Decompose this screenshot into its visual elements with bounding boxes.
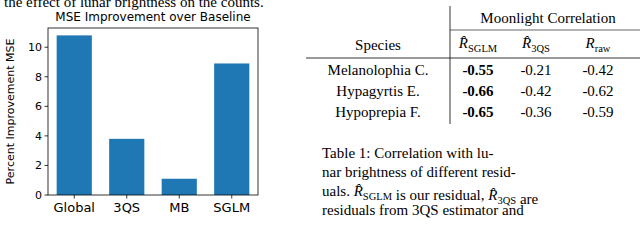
bar [162, 179, 197, 195]
y-tick [45, 135, 49, 136]
y-tick-label: 6 [35, 100, 42, 113]
bar [214, 63, 249, 195]
y-tick [45, 195, 49, 196]
y-tick-label: 2 [35, 159, 42, 172]
x-tick [126, 195, 127, 199]
table-cell: -0.55 [462, 62, 493, 78]
table-cell: -0.21 [520, 62, 551, 78]
y-tick-label: 10 [28, 41, 42, 54]
y-tick-label: 4 [35, 130, 42, 143]
caption-text: nar brightness of different resid- [322, 164, 516, 180]
table-cell: -0.36 [520, 104, 552, 120]
caption-text: is our residual, [392, 187, 488, 203]
table-rule [450, 30, 640, 31]
y-tick [45, 47, 49, 48]
table-cell: -0.62 [582, 83, 613, 99]
table-header-sub: SGLM [468, 43, 498, 54]
bar [57, 35, 92, 195]
y-tick [45, 106, 49, 107]
caption-symbol: R̂ [487, 187, 497, 203]
y-axis-label: Percent Improvement MSE [4, 39, 17, 185]
y-tick-label: 8 [35, 71, 42, 84]
table-cell: -0.65 [462, 104, 493, 120]
table-cell: -0.42 [520, 83, 551, 99]
table-cell: Hypagyrtis E. [336, 83, 419, 99]
y-tick-label: 0 [35, 189, 42, 202]
x-tick-label: Global [54, 200, 95, 215]
table-cell: -0.42 [582, 62, 613, 78]
x-tick-label: 3QS [113, 200, 140, 215]
table-cell: Melanolophia C. [328, 62, 429, 78]
body-text: the effect of lunar brightness on the co… [4, 0, 264, 10]
y-tick [45, 165, 49, 166]
x-tick-label: MB [169, 200, 189, 215]
table-header: R̂3QS [521, 35, 550, 54]
table-header-sub: raw [595, 43, 611, 54]
caption-line: nar brightness of different resid- [322, 164, 516, 180]
table-header: R̂SGLM [458, 35, 498, 54]
x-tick [179, 195, 180, 199]
table-header-base: R̂ [458, 35, 468, 51]
bars [57, 35, 250, 195]
table-rule [306, 58, 640, 59]
table-cell: Hypoprepia F. [335, 104, 420, 120]
x-tick-label: SGLM [213, 200, 250, 215]
caption-line: residuals from 3QS estimator and [322, 202, 524, 218]
table-header: Rraw [585, 35, 611, 54]
page: the effect of lunar brightness on the co… [0, 0, 640, 247]
table-group-header: Moonlight Correlation [480, 10, 616, 26]
x-tick [231, 195, 232, 199]
bar [109, 139, 144, 195]
table-header-base: R [585, 35, 595, 51]
table-rule [450, 6, 451, 124]
caption-symbol: R̂ [353, 183, 363, 199]
caption-text: uals. [322, 183, 354, 199]
plot-frame [48, 28, 258, 195]
table-header-base: R̂ [521, 35, 531, 51]
table-cell: -0.59 [582, 104, 613, 120]
x-tick [74, 195, 75, 199]
y-tick [45, 76, 49, 77]
caption-sub: SGLM [363, 191, 393, 202]
table-header-sub: 3QS [531, 43, 550, 54]
caption-text: Table 1: Correlation with lu- [322, 145, 493, 161]
table-cell: -0.66 [462, 83, 494, 99]
caption-text: residuals from 3QS estimator and [322, 202, 524, 218]
table-header: Species [355, 37, 401, 53]
chart-title: MSE Improvement over Baseline [55, 10, 250, 24]
caption-line: Table 1: Correlation with lu- [322, 145, 493, 161]
